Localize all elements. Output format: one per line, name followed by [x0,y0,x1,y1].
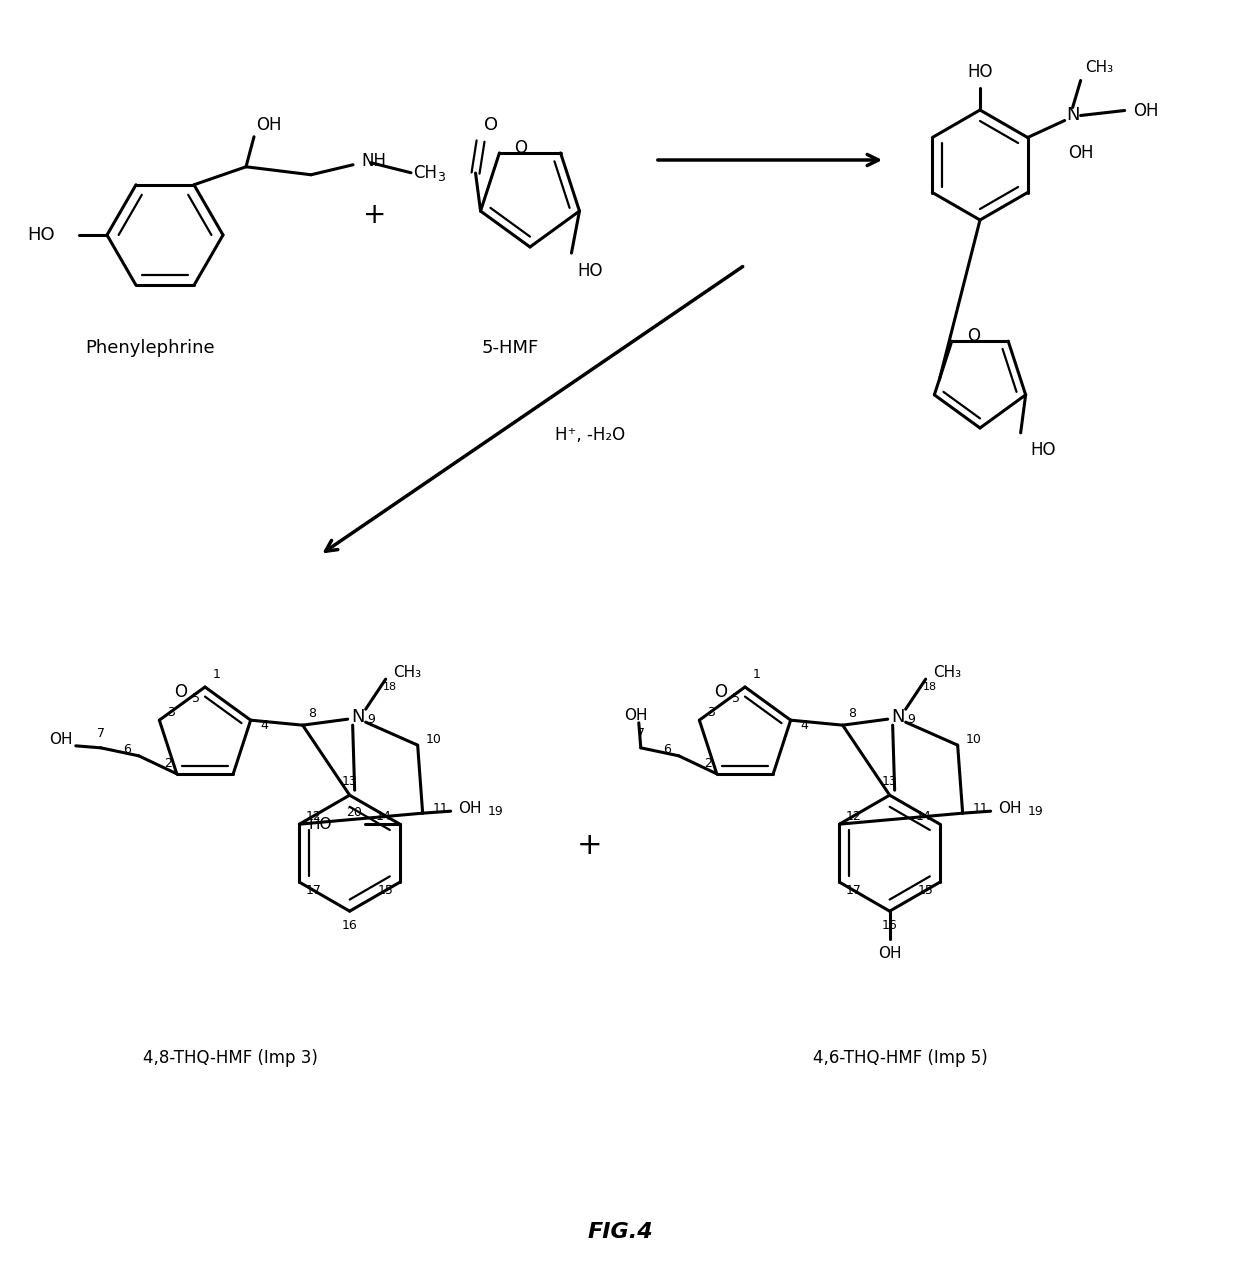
Text: 18: 18 [383,682,397,692]
Text: 19: 19 [487,805,503,818]
Text: 9: 9 [908,713,915,725]
Text: 1: 1 [753,668,761,681]
Text: OH: OH [458,800,481,815]
Text: OH: OH [1132,101,1158,119]
Text: 4: 4 [801,719,808,732]
Text: 20: 20 [346,805,362,819]
Text: OH: OH [255,115,281,133]
Text: 6: 6 [123,743,130,756]
Text: 15: 15 [918,884,934,896]
Text: CH₃: CH₃ [1085,60,1112,75]
Text: O: O [967,327,980,345]
Text: 2: 2 [704,757,712,771]
Text: 1: 1 [213,668,221,681]
Text: FIG.4: FIG.4 [587,1222,653,1241]
Text: OH: OH [998,800,1022,815]
Text: 10: 10 [425,733,441,746]
Text: 14: 14 [376,810,392,823]
Text: 17: 17 [305,884,321,896]
Text: 5-HMF: 5-HMF [481,339,538,358]
Text: 18: 18 [923,682,936,692]
Text: 11: 11 [433,801,449,814]
Text: CH₃: CH₃ [393,664,420,680]
Text: HO: HO [578,262,603,280]
Text: OH: OH [50,733,73,747]
Text: 16: 16 [882,919,898,932]
Text: OH: OH [1068,145,1094,162]
Text: 8: 8 [308,706,316,720]
Text: 2: 2 [164,757,172,771]
Text: HO: HO [309,817,332,832]
Text: Phenylephrine: Phenylephrine [86,339,215,358]
Text: CH₃: CH₃ [932,664,961,680]
Text: CH: CH [413,164,436,181]
Text: 10: 10 [966,733,982,746]
Text: 19: 19 [1028,805,1043,818]
Text: 12: 12 [846,810,862,823]
Text: O: O [174,683,187,701]
Text: N: N [351,708,365,727]
Text: OH: OH [624,709,647,723]
Text: 5: 5 [732,692,740,705]
Text: 7: 7 [97,728,105,741]
Text: 13: 13 [342,775,357,787]
Text: 6: 6 [663,743,671,756]
Text: N: N [1066,107,1079,124]
Text: NH: NH [361,152,386,170]
Text: 5: 5 [192,692,200,705]
Text: 17: 17 [846,884,862,896]
Text: HO: HO [27,226,55,243]
Text: 4,8-THQ-HMF (Imp 3): 4,8-THQ-HMF (Imp 3) [143,1049,317,1066]
Text: O: O [484,117,497,134]
Text: O: O [515,139,527,157]
Text: 4,6-THQ-HMF (Imp 5): 4,6-THQ-HMF (Imp 5) [812,1049,987,1066]
Text: 11: 11 [972,801,988,814]
Text: 4: 4 [260,719,269,732]
Text: H⁺, -H₂O: H⁺, -H₂O [556,426,625,444]
Text: 3: 3 [707,706,715,719]
Text: O: O [714,683,727,701]
Text: 8: 8 [848,706,856,720]
Text: OH: OH [878,946,901,961]
Text: +: + [363,202,387,230]
Text: 12: 12 [305,810,321,823]
Text: 15: 15 [378,884,394,896]
Text: 16: 16 [342,919,357,932]
Text: HO: HO [967,63,993,81]
Text: N: N [890,708,904,727]
Text: 7: 7 [637,728,645,741]
Text: 13: 13 [882,775,898,787]
Text: 3: 3 [436,171,445,184]
Text: 9: 9 [367,713,376,725]
Text: HO: HO [1030,441,1056,459]
Text: 14: 14 [916,810,931,823]
Text: +: + [577,831,603,860]
Text: 3: 3 [167,706,175,719]
